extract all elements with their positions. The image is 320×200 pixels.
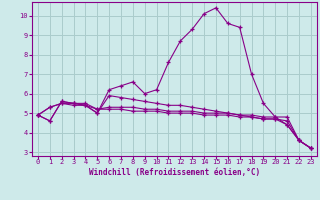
X-axis label: Windchill (Refroidissement éolien,°C): Windchill (Refroidissement éolien,°C) [89,168,260,177]
